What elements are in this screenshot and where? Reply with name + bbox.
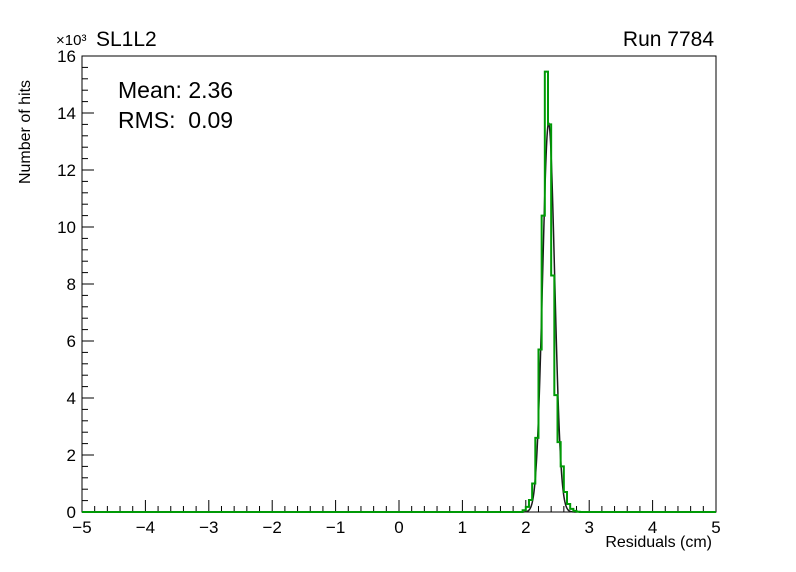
x-tick-label: 3 — [584, 518, 593, 537]
series-residuals-histogram — [82, 70, 716, 513]
x-tick-label: 1 — [458, 518, 467, 537]
x-tick-label: 5 — [711, 518, 720, 537]
y-tick-label: 10 — [57, 218, 76, 237]
x-tick-label: 4 — [648, 518, 657, 537]
y-tick-label: 0 — [67, 503, 76, 522]
x-tick-label: −5 — [72, 518, 91, 537]
y-axis-title: Number of hits — [17, 80, 34, 184]
y-tick-label: 2 — [67, 446, 76, 465]
y-tick-label: 8 — [67, 275, 76, 294]
x-axis-title: Residuals (cm) — [605, 534, 712, 551]
y-tick-label: 4 — [67, 389, 76, 408]
y-tick-label: 14 — [57, 104, 76, 123]
run-label: Run 7784 — [623, 28, 714, 51]
x-tick-label: −3 — [199, 518, 218, 537]
plot-title: SL1L2 — [96, 28, 157, 51]
y-axis-multiplier: ×10³ — [56, 32, 86, 49]
x-tick-label: −2 — [263, 518, 282, 537]
y-tick-label: 12 — [57, 161, 76, 180]
x-tick-label: 0 — [394, 518, 403, 537]
stat-rms: RMS: 0.09 — [118, 107, 233, 133]
stat-mean: Mean: 2.36 — [118, 77, 233, 103]
y-tick-label: 16 — [57, 47, 76, 66]
x-tick-label: 2 — [521, 518, 530, 537]
x-tick-label: −4 — [136, 518, 155, 537]
y-tick-label: 6 — [67, 332, 76, 351]
x-tick-label: −1 — [326, 518, 345, 537]
